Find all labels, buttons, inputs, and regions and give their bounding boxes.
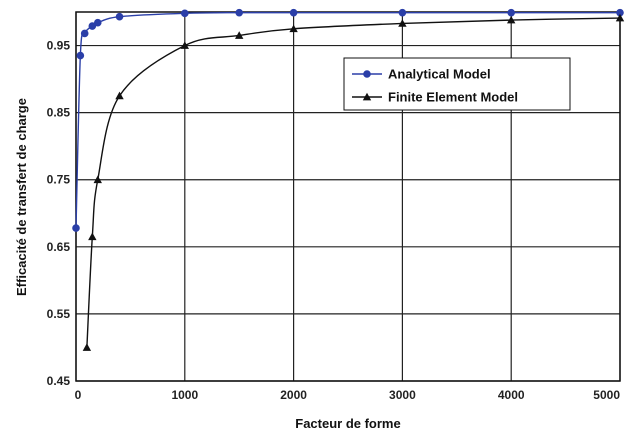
y-tick-label: 0.95 xyxy=(47,39,71,53)
y-tick-label: 0.75 xyxy=(47,173,71,187)
data-point xyxy=(76,51,85,60)
x-tick-label: 2000 xyxy=(280,388,307,402)
data-point xyxy=(115,12,124,21)
data-point xyxy=(181,9,189,18)
data-point xyxy=(507,15,516,24)
data-point xyxy=(115,91,124,100)
series-finite-element-model xyxy=(82,13,625,351)
data-point xyxy=(88,22,97,30)
series-group xyxy=(72,8,625,351)
data-point xyxy=(235,31,244,39)
y-axis-title: Efficacité de transfert de charge xyxy=(14,98,29,296)
y-tick-label: 0.45 xyxy=(47,374,71,388)
data-point xyxy=(88,232,97,241)
data-point xyxy=(289,24,298,33)
data-point xyxy=(80,29,89,38)
x-axis-title: Facteur de forme xyxy=(295,416,400,431)
series-line xyxy=(75,11,620,229)
data-point xyxy=(235,8,243,17)
data-point xyxy=(507,8,516,17)
data-point xyxy=(82,343,92,351)
series-line xyxy=(86,17,621,348)
legend-entry: Finite Element Model xyxy=(352,90,518,105)
x-tick-label: 4000 xyxy=(498,388,525,402)
legend-marker xyxy=(363,70,371,78)
x-tick-label: 3000 xyxy=(389,388,416,402)
data-point xyxy=(398,8,407,17)
data-point xyxy=(398,19,407,27)
data-point xyxy=(180,41,189,49)
y-tick-label: 0.85 xyxy=(47,106,71,120)
tick-labels: 0.45 0.55 0.65 0.75 0.85 0.95 0 1000 2000 3000 400… xyxy=(47,39,621,402)
data-point xyxy=(72,224,80,232)
legend-box xyxy=(343,57,571,111)
legend-entry: Analytical Model xyxy=(352,67,491,82)
legend-label: Finite Element Model xyxy=(388,90,518,105)
legend-label: Analytical Model xyxy=(388,67,491,82)
series-analytical-model xyxy=(72,8,624,232)
x-tick-label: 5000 xyxy=(593,388,620,402)
data-point xyxy=(289,8,298,17)
y-tick-label: 0.65 xyxy=(47,240,71,254)
data-point xyxy=(615,13,625,22)
data-point xyxy=(93,18,102,27)
data-point xyxy=(93,175,102,184)
legend-marker xyxy=(362,92,372,101)
x-tick-label: 0 xyxy=(75,388,82,402)
y-tick-label: 0.55 xyxy=(47,307,71,321)
x-tick-label: 1000 xyxy=(171,388,198,402)
legend: Analytical Model Finite Element Model xyxy=(343,57,571,111)
